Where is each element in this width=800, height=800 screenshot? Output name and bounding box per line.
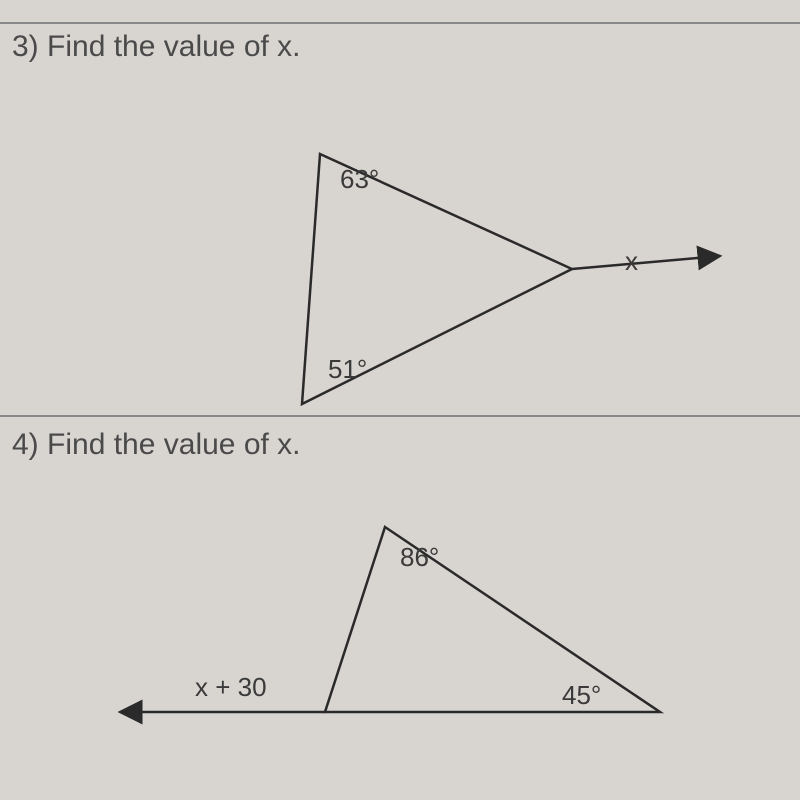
triangle-4 (325, 527, 660, 712)
problem-text: Find the value of x. (47, 30, 300, 63)
problem-text-4: Find the value of x. (47, 428, 300, 461)
triangle-3-svg (0, 64, 800, 424)
angle-86: 86° (400, 542, 439, 573)
problem-4-diagram: 86° 45° x + 30 (0, 462, 800, 782)
angle-63: 63° (340, 164, 379, 195)
problem-3: 3) Find the value of x. 63° 51° x (0, 30, 800, 424)
problem-3-prompt: 3) Find the value of x. (0, 30, 800, 64)
ray-3 (572, 256, 720, 269)
problem-number-4: 4) (12, 428, 39, 461)
angle-51: 51° (328, 354, 367, 385)
problem-4-prompt: 4) Find the value of x. (0, 428, 800, 462)
exterior-x-4: x + 30 (195, 672, 267, 703)
angle-45: 45° (562, 680, 601, 711)
divider-top (0, 22, 800, 24)
exterior-x-3: x (625, 246, 638, 277)
triangle-4-svg (0, 462, 800, 782)
problem-number: 3) (12, 30, 39, 63)
problem-3-diagram: 63° 51° x (0, 64, 800, 424)
worksheet-page: 3) Find the value of x. 63° 51° x 4) Fin… (0, 0, 800, 800)
problem-4: 4) Find the value of x. 86° 45° x + 30 (0, 428, 800, 782)
divider-middle (0, 415, 800, 417)
